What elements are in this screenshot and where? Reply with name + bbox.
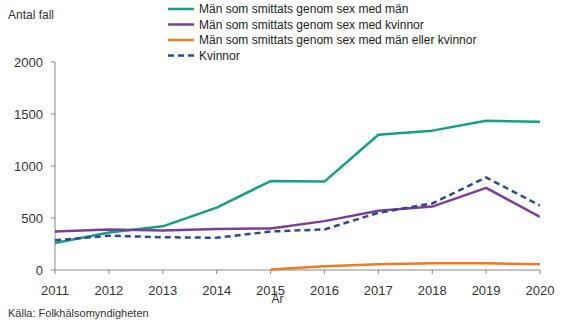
- y-axis-label: Antal fall: [8, 8, 54, 22]
- y-tick: [51, 62, 55, 63]
- x-axis-label: År: [272, 291, 284, 306]
- x-tick: [162, 270, 163, 274]
- legend-label: Män som smittats genom sex med män: [199, 2, 408, 16]
- x-tick: [486, 270, 487, 274]
- y-tick-label: 2000: [14, 55, 43, 70]
- legend-line: [168, 23, 194, 26]
- x-tick: [55, 270, 56, 274]
- legend-line: [168, 39, 194, 42]
- source: Källa: Folkhälsomyndigheten: [8, 307, 149, 319]
- x-tick-label: 2011: [41, 283, 69, 298]
- x-tick: [108, 270, 109, 274]
- x-tick-label: 2020: [526, 283, 555, 298]
- series-line: [271, 263, 540, 269]
- legend-line: [168, 8, 194, 11]
- x-tick: [540, 270, 541, 274]
- y-tick: [51, 270, 55, 271]
- x-tick: [216, 270, 217, 274]
- x-tick: [378, 270, 379, 274]
- legend: Män som smittats genom sex med män Män so…: [168, 2, 476, 63]
- y-tick: [51, 114, 55, 115]
- x-tick-label: 2016: [310, 283, 339, 298]
- y-tick-label: 500: [21, 211, 43, 226]
- legend-label: Män som smittats genom sex med män eller…: [199, 33, 476, 47]
- series-line: [55, 188, 540, 232]
- legend-label: Män som smittats genom sex med kvinnor: [199, 18, 424, 32]
- x-tick-label: 2019: [472, 283, 501, 298]
- chart: 0500100015002000201120122013201420152016…: [0, 0, 567, 322]
- x-tick: [432, 270, 433, 274]
- x-tick-label: 2018: [418, 283, 447, 298]
- y-tick-label: 1500: [14, 107, 43, 122]
- x-tick-label: 2012: [94, 283, 123, 298]
- x-tick-label: 2017: [364, 283, 393, 298]
- plot-lines: [55, 121, 540, 270]
- y-tick-label: 0: [36, 263, 43, 278]
- y-tick: [51, 166, 55, 167]
- legend-line: [168, 54, 194, 57]
- series-line: [55, 177, 540, 240]
- x-tick-label: 2014: [202, 283, 231, 298]
- y-tick: [51, 218, 55, 219]
- x-tick: [324, 270, 325, 274]
- y-axis: [55, 62, 56, 270]
- x-tick-label: 2013: [148, 283, 177, 298]
- y-tick-label: 1000: [14, 159, 43, 174]
- series-line: [55, 121, 540, 243]
- legend-label: Kvinnor: [199, 49, 240, 63]
- x-axis: [55, 270, 540, 271]
